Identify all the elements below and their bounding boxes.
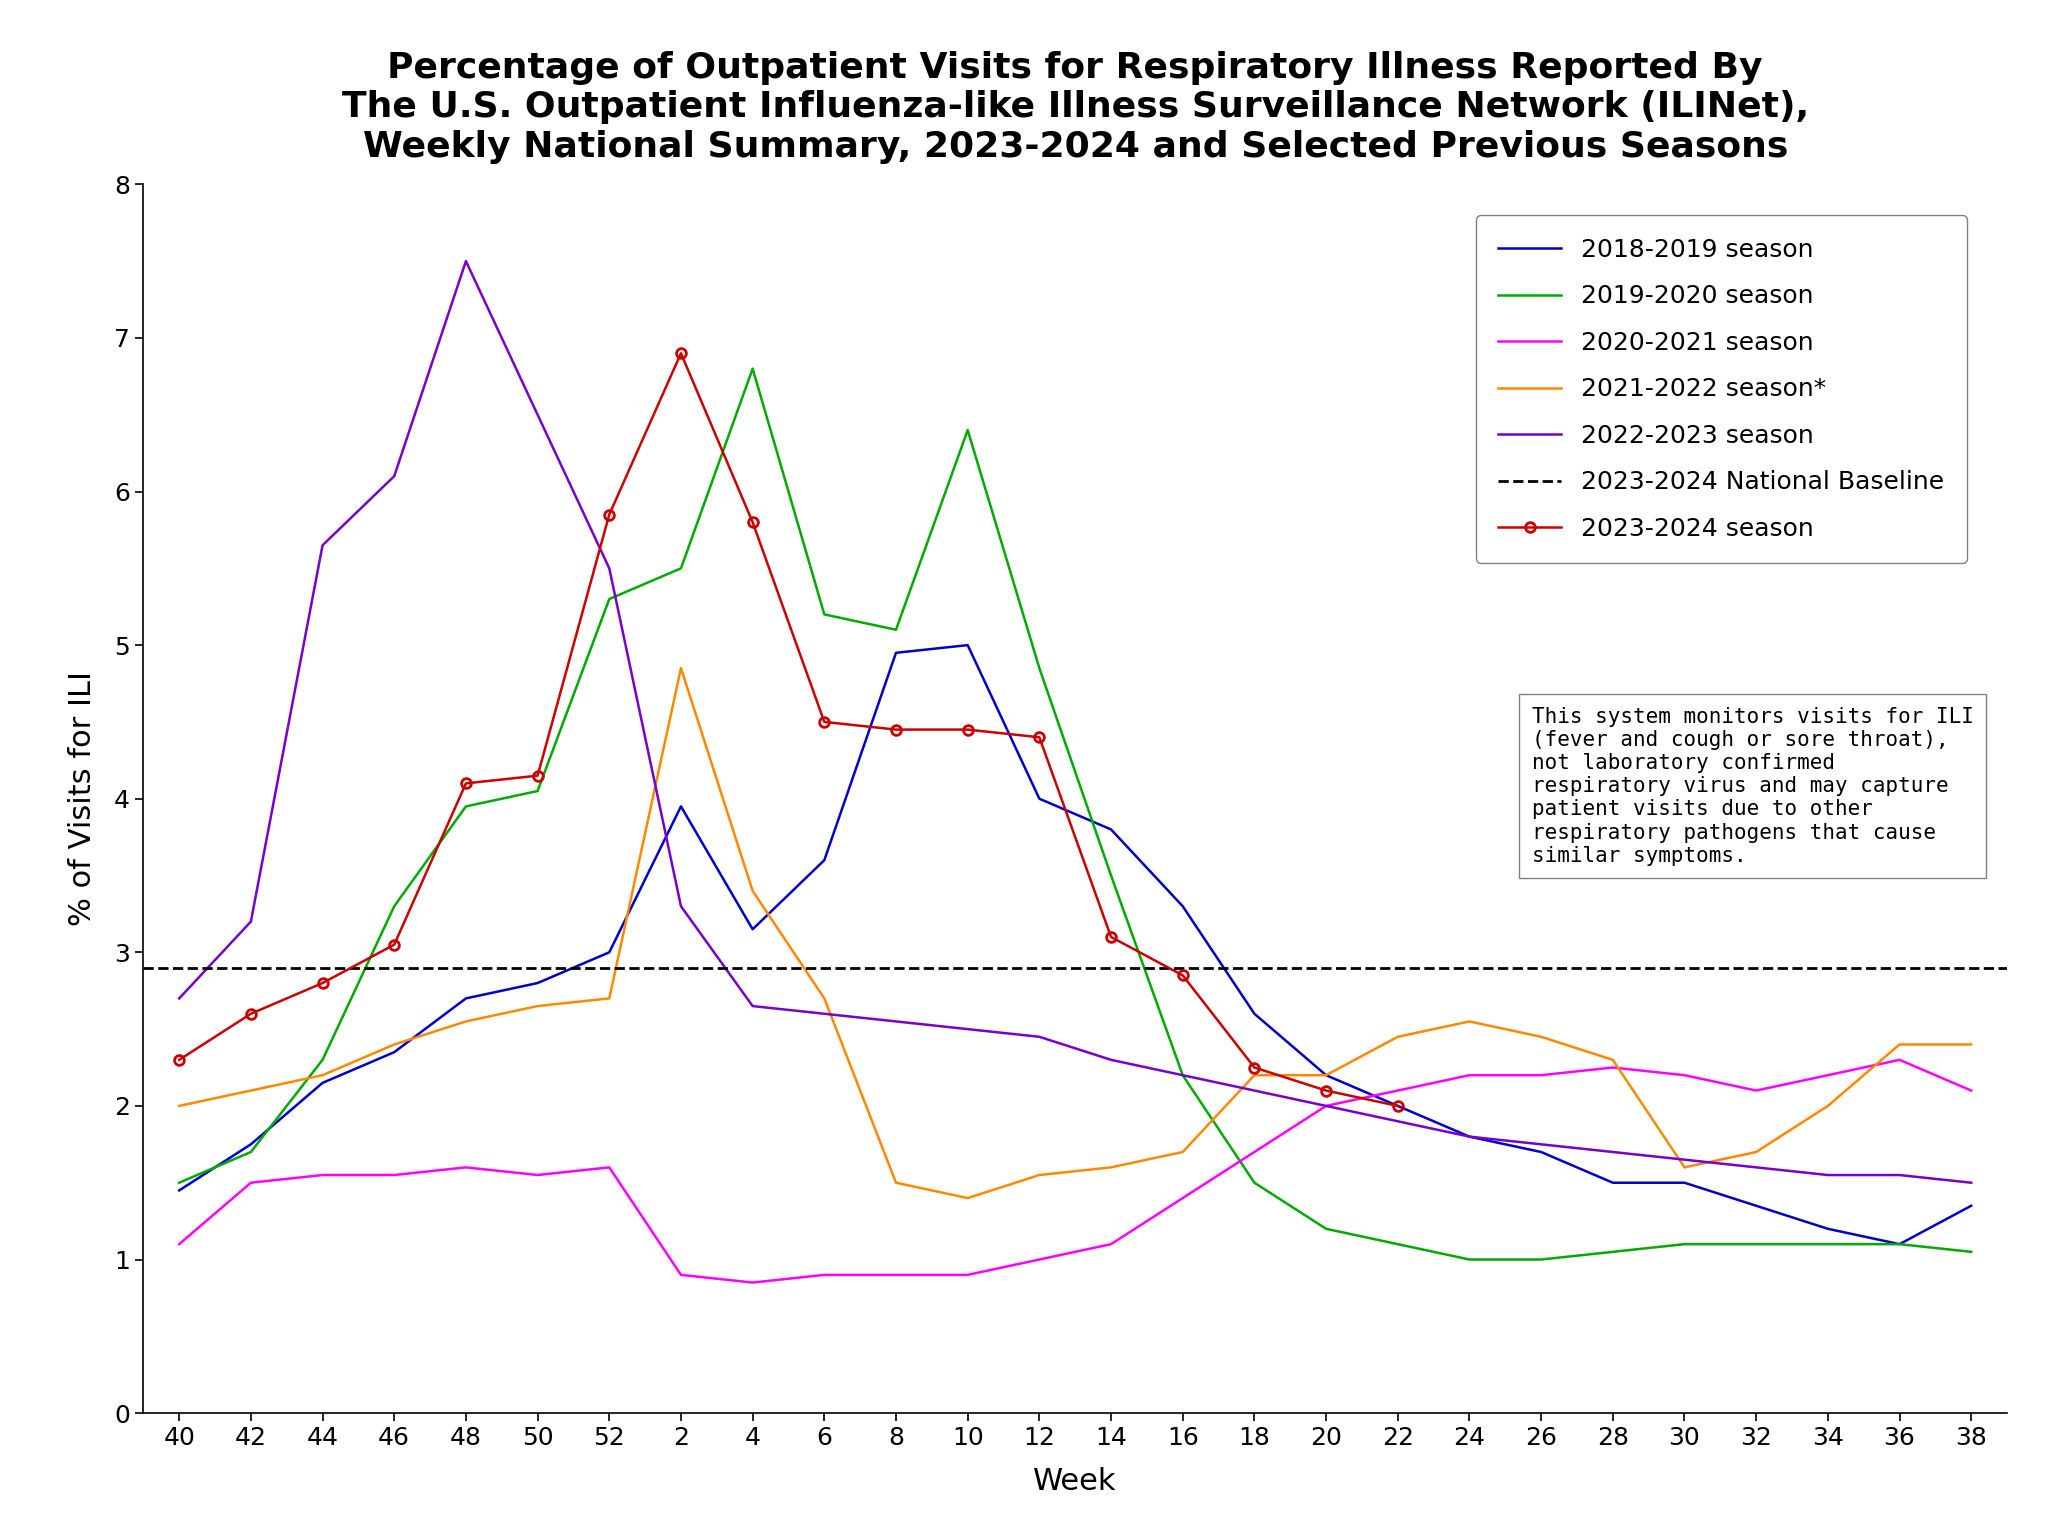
Y-axis label: % of Visits for ILI: % of Visits for ILI xyxy=(68,671,98,926)
Text: This system monitors visits for ILI
(fever and cough or sore throat),
not labora: This system monitors visits for ILI (fev… xyxy=(1532,707,1974,866)
Title: Percentage of Outpatient Visits for Respiratory Illness Reported By
The U.S. Out: Percentage of Outpatient Visits for Resp… xyxy=(342,51,1808,163)
Legend: 2018-2019 season, 2019-2020 season, 2020-2021 season, 2021-2022 season*, 2022-20: 2018-2019 season, 2019-2020 season, 2020… xyxy=(1477,215,1966,564)
X-axis label: Week: Week xyxy=(1034,1467,1116,1496)
